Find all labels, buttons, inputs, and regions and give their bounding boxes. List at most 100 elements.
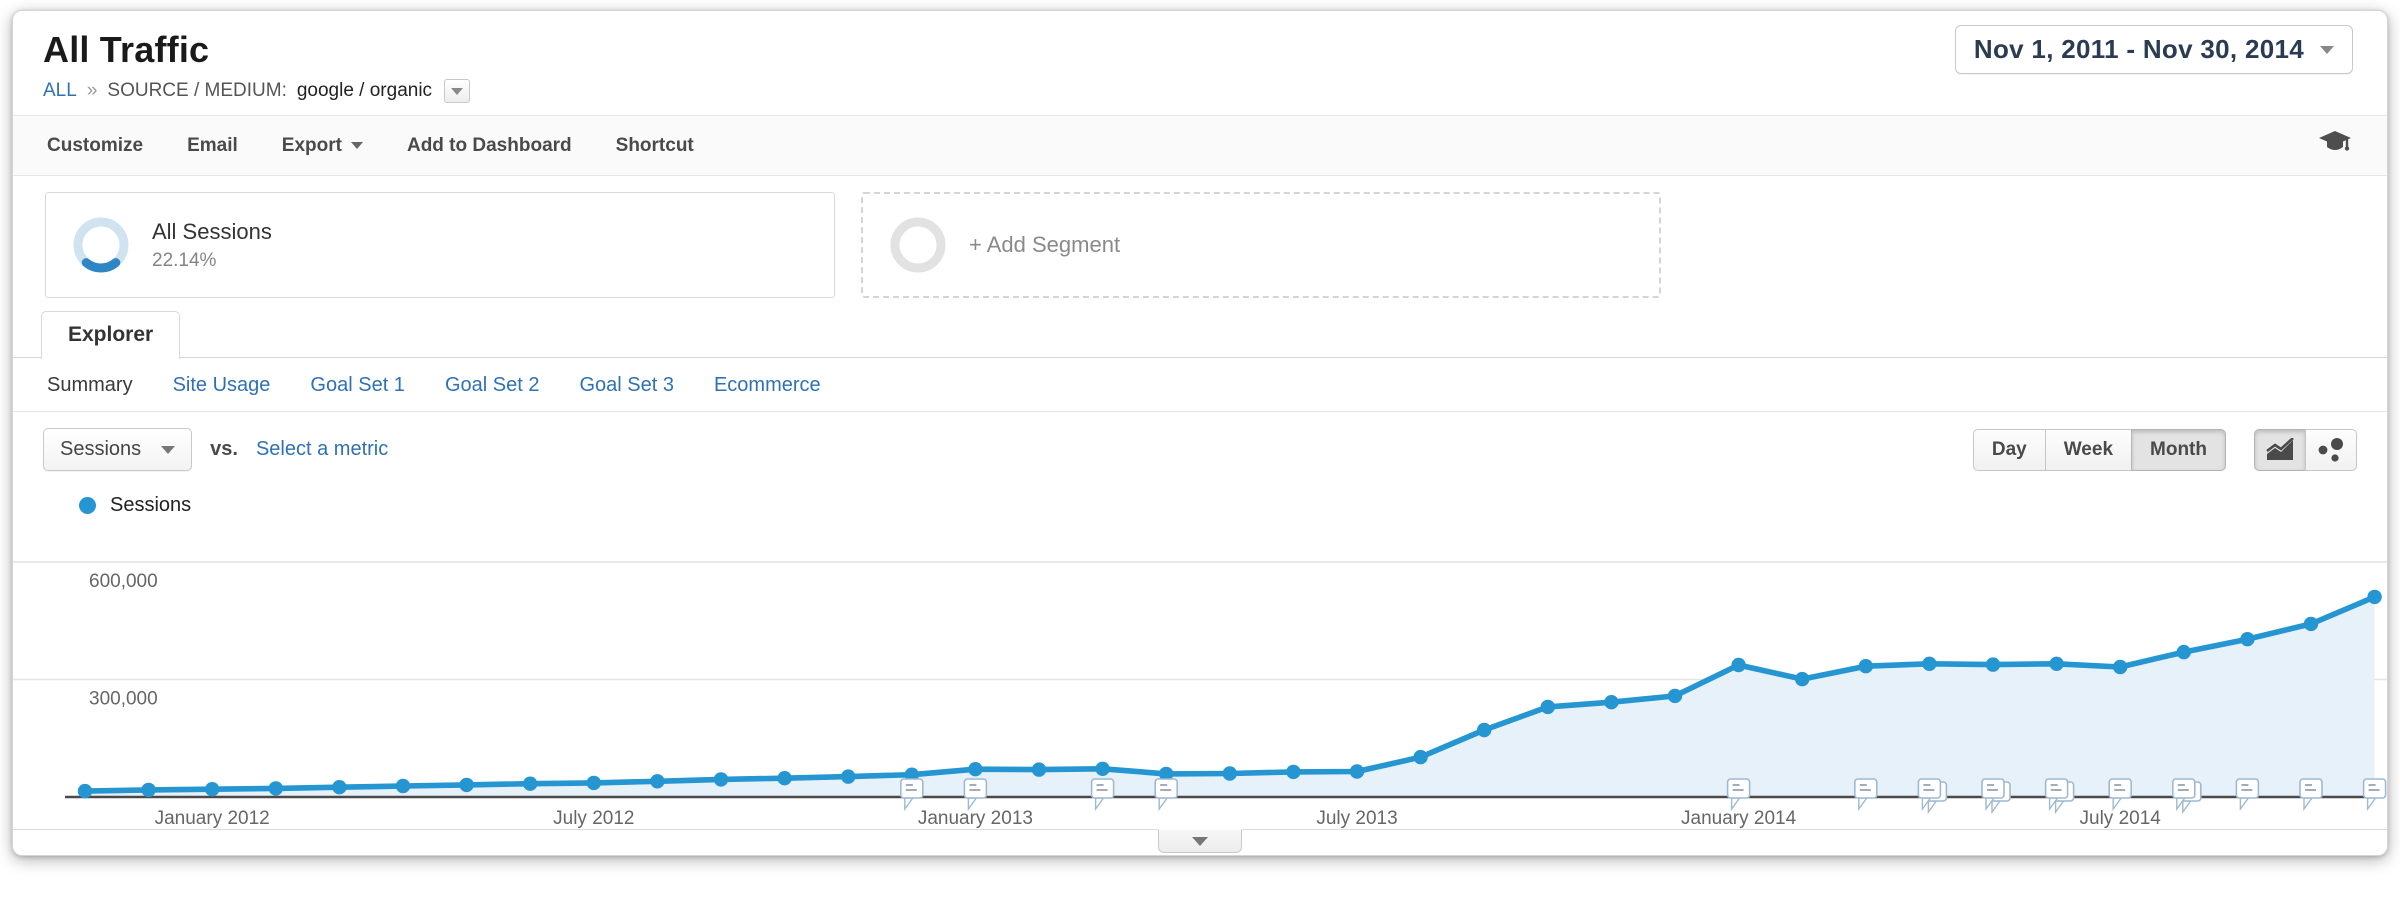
subtab-ecommerce[interactable]: Ecommerce — [713, 374, 821, 396]
data-point-feb-2013[interactable] — [1031, 762, 1047, 777]
data-point-nov-2011[interactable] — [77, 783, 93, 799]
annotation-flag-may-2014[interactable] — [1981, 778, 2011, 815]
data-point-may-2012[interactable] — [459, 777, 474, 793]
data-point-may-2013[interactable] — [1222, 766, 1238, 781]
sessions-chart[interactable]: 300,000 600,000 January 2012 July 2012 Janua… — [13, 517, 2387, 829]
data-point-jan-2013[interactable] — [968, 762, 983, 777]
data-point-mar-2012[interactable] — [332, 780, 347, 795]
toolbar-item-customize[interactable]: Customize — [47, 135, 143, 157]
data-point-jul-2014[interactable] — [2113, 659, 2128, 675]
annotation-flag-body — [2172, 778, 2196, 799]
data-point-jan-2014[interactable] — [1731, 657, 1746, 673]
data-point-oct-2013[interactable] — [1540, 699, 1556, 715]
breadcrumb-dimension-value: google / organic — [296, 80, 433, 101]
granularity-button-group: Day Week Month — [1972, 428, 2226, 471]
data-point-apr-2012[interactable] — [395, 778, 411, 794]
data-point-jul-2012[interactable] — [586, 775, 601, 791]
breadcrumb: ALL » SOURCE / MEDIUM: google / organic — [43, 79, 2357, 103]
annotation-flag-body — [1154, 778, 1178, 799]
add-segment-card[interactable]: + Add Segment — [861, 192, 1661, 298]
data-point-aug-2012[interactable] — [650, 774, 665, 789]
breadcrumb-dropdown-button[interactable] — [444, 79, 471, 103]
segment-all-sessions-card[interactable]: All Sessions 22.14% — [45, 192, 835, 298]
toolbar-item-label: Export — [281, 134, 342, 156]
data-point-apr-2014[interactable] — [1922, 656, 1937, 671]
annotation-flag-sep-2014[interactable] — [2235, 778, 2260, 812]
data-point-apr-2013[interactable] — [1159, 766, 1174, 782]
motion-chart-icon — [2318, 437, 2343, 462]
data-point-jun-2013[interactable] — [1286, 764, 1301, 780]
report-header: All Traffic ALL » SOURCE / MEDIUM: googl… — [13, 11, 2387, 103]
data-point-oct-2014[interactable] — [2303, 616, 2319, 632]
data-point-aug-2013[interactable] — [1413, 749, 1428, 765]
tab-explorer[interactable]: Explorer — [41, 311, 181, 359]
granularity-week-button[interactable]: Week — [2044, 428, 2133, 471]
toolbar-item-email[interactable]: Email — [187, 135, 238, 157]
annotation-flag-tail — [1158, 797, 1169, 812]
data-point-sep-2014[interactable] — [2240, 632, 2255, 647]
annotation-flag-dec-2012[interactable] — [899, 778, 924, 812]
annotation-flag-jul-2014[interactable] — [2108, 778, 2132, 812]
data-point-aug-2014[interactable] — [2176, 644, 2191, 660]
graduation-cap-icon[interactable] — [2317, 128, 2353, 163]
data-point-jun-2012[interactable] — [523, 776, 538, 791]
annotation-flag-mar-2014[interactable] — [1854, 778, 1878, 812]
data-point-dec-2013[interactable] — [1667, 688, 1683, 704]
annotation-flag-oct-2014[interactable] — [2299, 778, 2323, 812]
data-point-feb-2014[interactable] — [1795, 671, 1810, 687]
series-area-fill — [85, 596, 2375, 797]
annotation-flag-tail — [2366, 797, 2377, 812]
vs-label: vs. — [210, 438, 238, 460]
data-point-may-2014[interactable] — [1985, 657, 2001, 672]
breadcrumb-separator: » — [86, 80, 98, 101]
subtab-goal-set-3[interactable]: Goal Set 3 — [579, 374, 674, 396]
data-point-nov-2012[interactable] — [841, 769, 856, 784]
motion-chart-button[interactable] — [2305, 428, 2357, 471]
metric-selector-button[interactable]: Sessions — [43, 428, 193, 471]
annotation-flag-apr-2013[interactable] — [1154, 778, 1178, 812]
subtab-goal-set-1[interactable]: Goal Set 1 — [310, 374, 405, 396]
data-point-jan-2012[interactable] — [205, 782, 220, 797]
toolbar-item-label: Shortcut — [615, 134, 694, 156]
data-point-feb-2012[interactable] — [268, 781, 283, 796]
annotation-flag-nov-2014[interactable] — [2362, 778, 2387, 812]
add-segment-label: + Add Segment — [969, 232, 1121, 257]
toolbar-item-add-to-dashboard[interactable]: Add to Dashboard — [407, 135, 572, 157]
annotation-flag-jan-2014[interactable] — [1726, 778, 1751, 812]
annotation-flag-jan-2013[interactable] — [963, 778, 988, 812]
chevron-down-icon — [161, 445, 176, 454]
annotation-flag-tail — [904, 797, 915, 812]
data-point-mar-2013[interactable] — [1095, 761, 1110, 776]
data-point-nov-2014[interactable] — [2367, 589, 2382, 605]
subtab-summary[interactable]: Summary — [47, 374, 133, 396]
annotation-flag-apr-2014[interactable] — [1917, 778, 1948, 815]
data-point-jun-2014[interactable] — [2049, 656, 2064, 671]
data-point-dec-2011[interactable] — [141, 782, 156, 798]
line-chart-button[interactable] — [2254, 428, 2306, 471]
data-point-mar-2014[interactable] — [1858, 659, 1874, 674]
data-point-nov-2013[interactable] — [1604, 695, 1619, 710]
annotation-flag-tail — [2239, 797, 2250, 812]
data-point-oct-2012[interactable] — [777, 771, 792, 786]
data-point-sep-2013[interactable] — [1477, 722, 1492, 738]
series-label: Sessions — [110, 493, 192, 516]
subtab-goal-set-2[interactable]: Goal Set 2 — [444, 374, 540, 396]
data-point-sep-2012[interactable] — [713, 772, 729, 787]
toolbar-item-export[interactable]: Export — [282, 135, 363, 157]
subtab-site-usage[interactable]: Site Usage — [172, 374, 271, 396]
annotation-flag-body — [1917, 778, 1942, 799]
annotation-flag-jun-2014[interactable] — [2044, 778, 2075, 815]
annotation-flag-aug-2014[interactable] — [2172, 778, 2202, 815]
annotation-flag-mar-2013[interactable] — [1090, 778, 1115, 812]
annotation-flag-tail — [1927, 800, 1938, 815]
granularity-day-button[interactable]: Day — [1972, 428, 2046, 471]
annotations-drawer-toggle[interactable] — [1158, 829, 1242, 853]
breadcrumb-all-link[interactable]: ALL — [43, 80, 77, 101]
date-range-selector[interactable]: Nov 1, 2011 - Nov 30, 2014 — [1954, 25, 2353, 74]
granularity-month-button[interactable]: Month — [2131, 428, 2226, 471]
segments-row: All Sessions 22.14% + Add Segment — [13, 176, 2387, 312]
select-a-metric-link[interactable]: Select a metric — [255, 438, 389, 460]
annotation-flag-tail — [2054, 800, 2065, 815]
toolbar-item-shortcut[interactable]: Shortcut — [616, 135, 694, 157]
data-point-jul-2013[interactable] — [1349, 764, 1365, 779]
